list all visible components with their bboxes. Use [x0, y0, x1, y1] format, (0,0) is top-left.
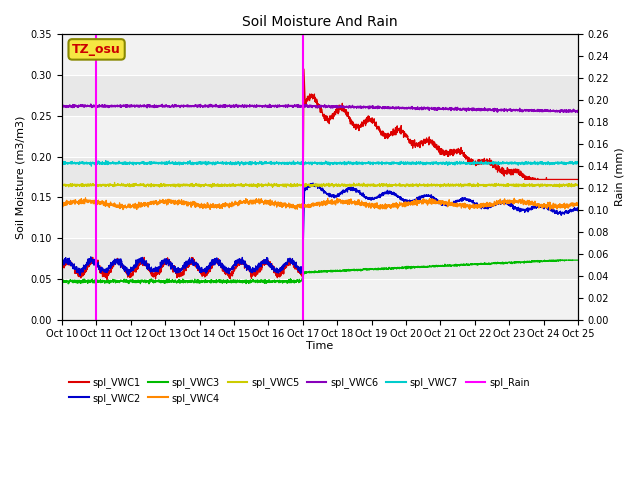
Bar: [62, 35, 578, 75]
Bar: [62, 116, 578, 156]
Y-axis label: Rain (mm): Rain (mm): [615, 148, 625, 206]
Text: TZ_osu: TZ_osu: [72, 43, 121, 56]
Legend: spl_VWC1, spl_VWC2, spl_VWC3, spl_VWC4, spl_VWC5, spl_VWC6, spl_VWC7, spl_Rain: spl_VWC1, spl_VWC2, spl_VWC3, spl_VWC4, …: [65, 373, 534, 408]
X-axis label: Time: Time: [307, 341, 333, 351]
Bar: [62, 279, 578, 320]
Bar: [62, 197, 578, 238]
Title: Soil Moisture And Rain: Soil Moisture And Rain: [242, 15, 398, 29]
Y-axis label: Soil Moisture (m3/m3): Soil Moisture (m3/m3): [15, 115, 25, 239]
